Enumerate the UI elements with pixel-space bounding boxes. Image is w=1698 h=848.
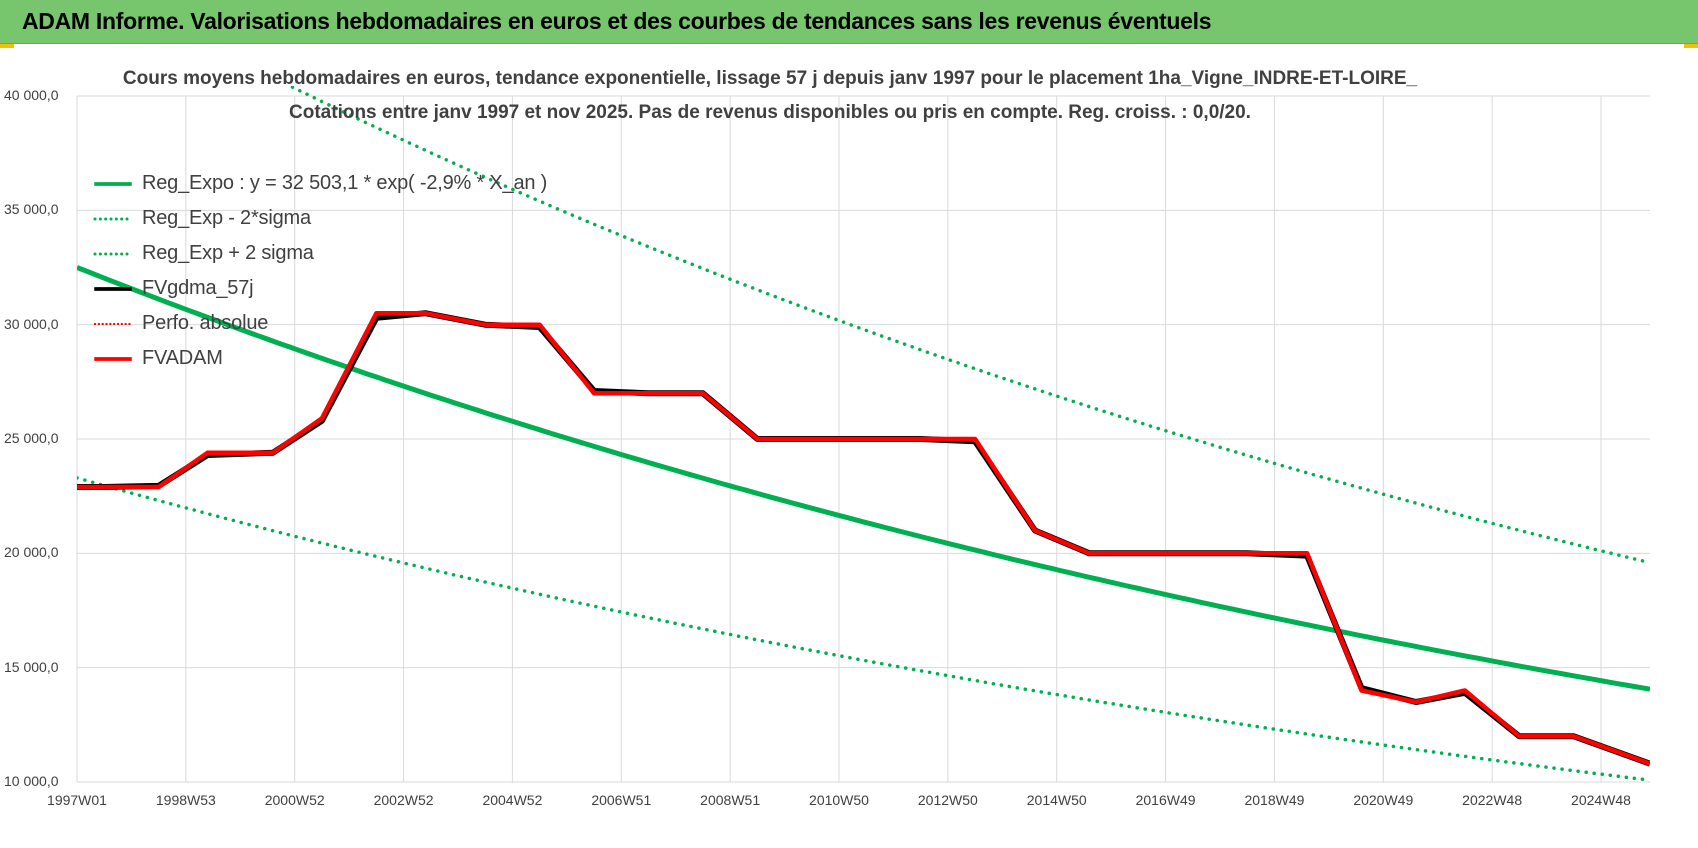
- legend-label: FVgdma_57j: [142, 277, 254, 299]
- x-tick-label: 2006W51: [591, 792, 652, 808]
- series-lines: [77, 86, 1650, 782]
- x-tick-label: 2004W52: [482, 792, 543, 808]
- x-tick-label: 2000W52: [264, 792, 325, 808]
- x-tick-label: 2002W52: [373, 792, 434, 808]
- legend-item-reg-exp-plus: Reg_Exp + 2 sigma: [88, 236, 547, 271]
- legend-label: Reg_Expo : y = 32 503,1 * exp( -2,9% * X…: [142, 172, 548, 194]
- legend-label: Reg_Exp + 2 sigma: [142, 242, 314, 264]
- x-tick-label: 1998W53: [155, 792, 216, 808]
- banner: ADAM Informe. Valorisations hebdomadaire…: [0, 0, 1698, 44]
- legend-swatch-dotted-green: [93, 252, 134, 255]
- series-line-3: [77, 310, 1650, 767]
- series-line-0: [77, 265, 1650, 692]
- legend-item-reg-expo: Reg_Expo : y = 32 503,1 * exp( -2,9% * X…: [88, 166, 547, 201]
- x-tick-label: 2008W51: [700, 792, 761, 808]
- y-tick-label: 40 000,0: [4, 87, 59, 103]
- y-tick-label: 15 000,0: [4, 658, 59, 675]
- legend-swatch-solid-red: [94, 356, 132, 361]
- legend-swatch-dotted-green: [93, 217, 134, 220]
- y-tick-label: 20 000,0: [4, 544, 59, 561]
- legend-swatch-solid-green: [94, 181, 132, 186]
- legend-swatch-dotted-red: [93, 322, 133, 325]
- legend-item-perfo: Perfo. absolue: [88, 306, 547, 341]
- x-tick-label: 2012W50: [917, 792, 978, 808]
- legend-label: Reg_Exp - 2*sigma: [142, 207, 311, 229]
- x-tick-label: 2024W48: [1571, 792, 1631, 808]
- x-tick-label: 1997W01: [47, 792, 107, 808]
- series-line-5: [77, 310, 1650, 766]
- y-tick-label: 30 000,0: [4, 315, 59, 332]
- x-tick-label: 2020W49: [1353, 792, 1414, 808]
- legend: Reg_Expo : y = 32 503,1 * exp( -2,9% * X…: [88, 166, 547, 376]
- legend-item-fvgdma: FVgdma_57j: [88, 271, 547, 306]
- y-tick-label: 25 000,0: [4, 430, 59, 446]
- chart-title: Cours moyens hebdomadaires en euros, ten…: [122, 68, 1418, 89]
- x-tick-label: 2022W48: [1462, 792, 1523, 808]
- x-tick-label: 2016W49: [1135, 792, 1196, 808]
- chart-subtitle: Cotations entre janv 1997 et nov 2025. P…: [289, 102, 1251, 123]
- legend-item-reg-exp-minus: Reg_Exp - 2*sigma: [88, 201, 547, 236]
- chart-svg: [76, 86, 1650, 783]
- x-tick-label: 2010W50: [809, 792, 869, 808]
- legend-label: FVADAM: [142, 347, 223, 369]
- legend-item-fvadam: FVADAM: [88, 341, 547, 376]
- y-tick-label: 35 000,0: [4, 201, 59, 218]
- chart-area: Cours moyens hebdomadaires en euros, ten…: [0, 44, 1698, 848]
- corner-marker-right: [1684, 44, 1698, 48]
- corner-marker-left: [0, 44, 14, 48]
- legend-swatch-solid-black: [94, 286, 132, 291]
- banner-title: ADAM Informe. Valorisations hebdomadaire…: [22, 8, 1212, 34]
- legend-label: Perfo. absolue: [142, 312, 269, 334]
- x-tick-label: 2018W49: [1244, 792, 1305, 808]
- y-tick-label: 10 000,0: [4, 773, 59, 789]
- x-tick-label: 2014W50: [1026, 792, 1087, 808]
